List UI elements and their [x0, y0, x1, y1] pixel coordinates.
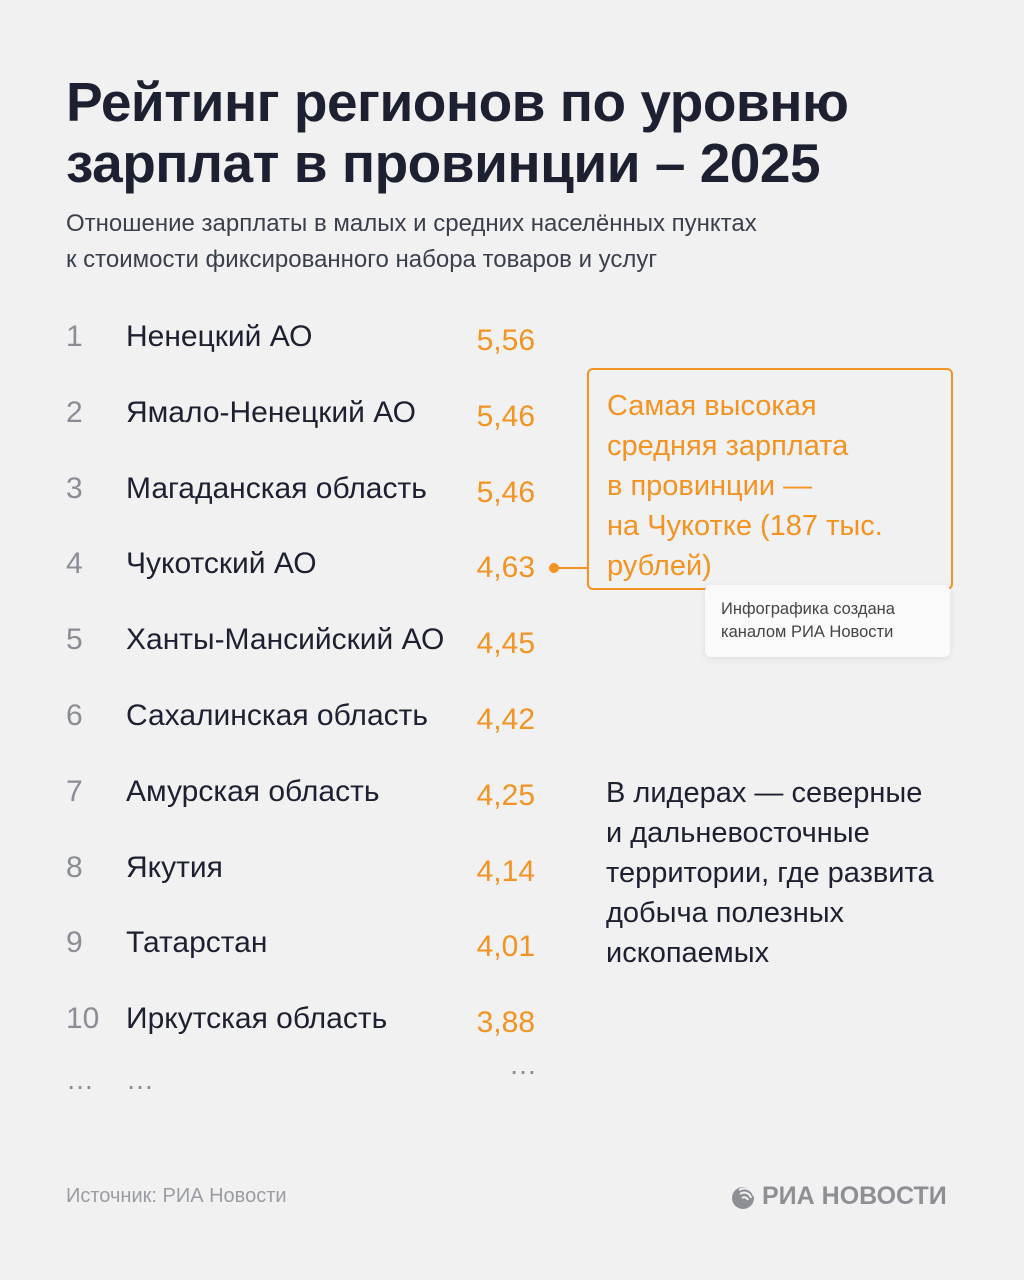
rank-label: 6	[66, 699, 83, 732]
table-row: 8 Якутия 4,14	[0, 848, 560, 888]
logo-text: РИА НОВОСТИ	[762, 1182, 947, 1210]
note-line: территории, где развита	[606, 857, 934, 889]
value-label: 4,63	[476, 551, 535, 585]
rank-label: 8	[66, 850, 83, 884]
rank-label: 2	[66, 395, 83, 429]
region-label: Ненецкий АО	[126, 320, 313, 353]
page-title: Рейтинг регионов по уровню зарплат в про…	[66, 71, 849, 194]
tooltip-line: каналом РИА Новости	[721, 623, 894, 641]
region-label: Якутия	[126, 850, 223, 884]
callout-line: на Чукотке (187 тыс.	[607, 510, 883, 542]
table-row: 5 Ханты-Мансийский АО 4,45	[0, 620, 560, 660]
value-label: 5,46	[476, 399, 535, 433]
callout-line: в провинции —	[607, 470, 813, 502]
region-label: Магаданская область	[126, 471, 427, 505]
globe-icon	[732, 1186, 755, 1209]
note-line: В лидерах — северные	[606, 777, 923, 809]
table-row: 9 Татарстан 4,01	[0, 923, 560, 963]
subtitle: Отношение зарплаты в малых и средних нас…	[66, 206, 926, 278]
region-label: Иркутская область	[126, 1002, 388, 1036]
value-label: 3,88	[476, 1006, 535, 1040]
region-label: Ханты-Мансийский АО	[126, 623, 445, 657]
value-label: 4,42	[476, 703, 535, 736]
rank-label: 4	[66, 547, 83, 581]
ria-logo: РИА НОВОСТИ	[730, 1182, 947, 1211]
region-ellipsis: …	[126, 1064, 154, 1095]
note-line: ископаемых	[606, 937, 770, 969]
table-row: 2 Ямало-Ненецкий АО 5,46	[0, 393, 560, 433]
table-row: 10 Иркутская область 3,88	[0, 999, 560, 1039]
value-label: 4,25	[476, 778, 535, 812]
callout-line: средняя зарплата	[607, 430, 849, 462]
connector-line	[557, 567, 587, 569]
table-row: 3 Магаданская область 5,46	[0, 469, 560, 509]
rank-label: 10	[66, 1002, 100, 1036]
note-text: В лидерах — северные и дальневосточные т…	[606, 773, 986, 973]
value-label: 4,45	[476, 627, 535, 661]
region-label: Амурская область	[126, 774, 380, 808]
table-row: 4 Чукотский АО 4,63	[0, 544, 560, 584]
rank-label: 9	[66, 926, 83, 960]
value-label: 4,01	[476, 930, 535, 964]
callout-box: Самая высокая средняя зарплата в провинц…	[587, 368, 953, 590]
subtitle-line: Отношение зарплаты в малых и средних нас…	[66, 210, 757, 237]
region-label: Сахалинская область	[126, 699, 428, 732]
value-label: 5,46	[476, 475, 535, 509]
rank-label: 7	[66, 774, 83, 808]
callout-line: Самая высокая	[607, 390, 817, 422]
rank-label: 1	[66, 320, 83, 353]
tooltip-line: Инфографика создана	[721, 600, 895, 618]
subtitle-line: к стоимости фиксированного набора товаро…	[66, 246, 658, 273]
region-label: Чукотский АО	[126, 547, 317, 581]
table-row: 1 Ненецкий АО 5,56	[0, 317, 560, 357]
table-row: 6 Сахалинская область 4,42	[0, 696, 560, 736]
value-label: 5,56	[476, 324, 535, 357]
region-label: Ямало-Ненецкий АО	[126, 395, 416, 429]
rank-label: 5	[66, 623, 83, 657]
rank-label: 3	[66, 471, 83, 505]
value-label: 4,14	[476, 854, 535, 888]
connector-dot	[549, 563, 559, 573]
callout-line: рублей)	[607, 550, 712, 582]
note-line: добыча полезных	[606, 897, 845, 929]
note-line: и дальневосточные	[606, 817, 870, 849]
source-text: Источник: РИА Новости	[66, 1185, 287, 1207]
value-ellipsis: …	[509, 1049, 537, 1080]
table-row: 7 Амурская область 4,25	[0, 772, 560, 812]
credit-tooltip: Инфографика создана каналом РИА Новости	[705, 585, 950, 657]
rank-ellipsis: …	[66, 1064, 94, 1095]
region-label: Татарстан	[126, 926, 268, 960]
